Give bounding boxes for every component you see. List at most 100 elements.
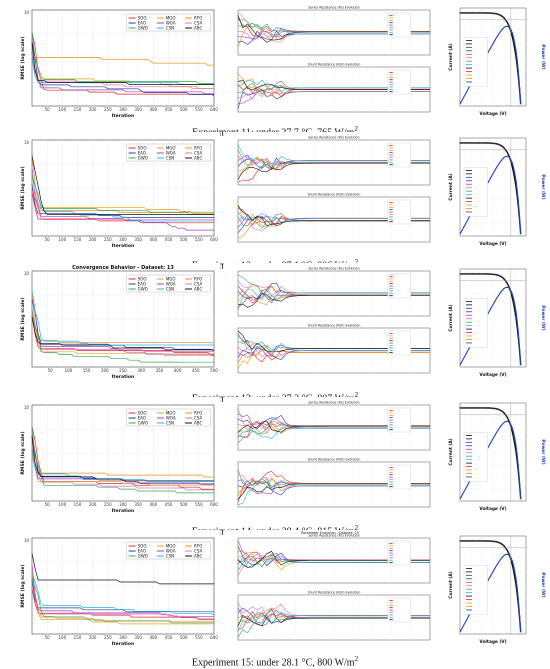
iv-marker bbox=[507, 285, 510, 288]
parameter-panel: Series Resistance (Rs) Evolution Shunt Re… bbox=[224, 263, 436, 381]
iv-marker bbox=[473, 141, 476, 144]
conv-line-rfo bbox=[31, 571, 214, 622]
iv-xlabel: Voltage (V) bbox=[479, 372, 506, 378]
conv-line-csn bbox=[31, 571, 215, 616]
conv-ytick: 10 bbox=[24, 405, 30, 410]
conv-line-csn bbox=[31, 289, 214, 346]
iv-marker bbox=[512, 435, 515, 438]
conv-xtick: 100 bbox=[59, 237, 67, 242]
conv-xlabel: Iteration bbox=[112, 508, 135, 514]
param-legend bbox=[387, 540, 411, 566]
conv-line-abc bbox=[31, 436, 214, 482]
iv-marker bbox=[480, 539, 483, 542]
conv-line-woa bbox=[31, 167, 214, 231]
conv-xtick: 350 bbox=[134, 635, 142, 640]
conv-xtick: 600 bbox=[210, 502, 218, 507]
iv-marker bbox=[461, 406, 464, 409]
iv-marker bbox=[478, 539, 481, 542]
iv-marker bbox=[483, 539, 486, 542]
iv-y2label: Power (W) bbox=[540, 439, 546, 464]
conv-xtick: 200 bbox=[89, 237, 97, 242]
parameter-panel: Series Resistance (Rs) Evolution Shunt Re… bbox=[224, 132, 436, 250]
param-title: Series Resistance (Rs) Evolution bbox=[308, 401, 359, 405]
iv-marker bbox=[488, 141, 491, 145]
conv-xlabel: Iteration bbox=[112, 374, 135, 380]
conv-line-gwo bbox=[31, 31, 214, 84]
iv-marker bbox=[471, 406, 474, 409]
conv-xtick: 50 bbox=[45, 107, 51, 112]
conv-xtick: 100 bbox=[59, 502, 67, 507]
caption-text: Experiment 15: under 28.1 °C, 800 W/m bbox=[191, 657, 355, 669]
iv-marker bbox=[471, 11, 474, 14]
conv-xtick: 250 bbox=[104, 107, 112, 112]
param-legend bbox=[387, 69, 411, 95]
conv-xtick: 600 bbox=[210, 107, 218, 112]
iv-marker bbox=[512, 170, 515, 173]
iv-legend bbox=[463, 298, 488, 348]
iv-marker bbox=[488, 272, 491, 276]
iv-marker bbox=[461, 11, 464, 14]
conv-xtick: 50 bbox=[45, 635, 51, 640]
conv-line-csa bbox=[31, 312, 214, 352]
legend-label: CSA bbox=[194, 416, 202, 421]
iv-marker bbox=[490, 12, 493, 15]
param-legend bbox=[387, 330, 411, 356]
conv-ytick: 10 bbox=[24, 140, 30, 145]
conv-xlabel: Iteration bbox=[112, 113, 135, 119]
legend-label: RFO bbox=[194, 16, 202, 21]
param-legend bbox=[387, 12, 411, 38]
conv-line-rfo bbox=[31, 315, 214, 343]
conv-xtick: 350 bbox=[134, 107, 142, 112]
param-title: Shunt Resistance (Rsh) Evolution bbox=[308, 193, 361, 197]
conv-line-csn bbox=[31, 174, 214, 222]
legend-label: SOO bbox=[138, 277, 147, 282]
iv-legend bbox=[463, 167, 488, 217]
legend-label: WOA bbox=[166, 549, 176, 554]
conv-line-woa bbox=[31, 53, 214, 95]
iv-marker bbox=[478, 141, 481, 144]
conv-xtick: 150 bbox=[74, 107, 82, 112]
conv-xtick: 50 bbox=[45, 502, 51, 507]
iv-curve bbox=[460, 407, 522, 500]
conv-ylabel: RMSE (log scale) bbox=[20, 431, 26, 474]
conv-xtick: 200 bbox=[101, 368, 109, 373]
iv-marker bbox=[463, 272, 466, 275]
iv-marker bbox=[507, 154, 510, 157]
iv-marker bbox=[517, 469, 520, 473]
legend-label: GWO bbox=[138, 287, 148, 292]
conv-ylabel: RMSE (log scale) bbox=[20, 166, 26, 209]
iv-marker bbox=[461, 272, 464, 275]
iv-marker bbox=[507, 552, 510, 555]
iv-marker bbox=[468, 11, 471, 14]
conv-ylabel: RMSE (log scale) bbox=[20, 297, 26, 340]
legend-label: WOA bbox=[166, 282, 176, 287]
iv-marker bbox=[517, 335, 520, 339]
conv-xtick: 100 bbox=[59, 635, 67, 640]
conv-xlabel: Iteration bbox=[112, 641, 135, 647]
conv-line-woa bbox=[31, 447, 214, 486]
iv-marker bbox=[461, 141, 464, 144]
conv-line-gwo bbox=[31, 577, 214, 624]
iv-marker bbox=[480, 141, 483, 144]
iv-marker bbox=[497, 143, 500, 146]
iv-marker bbox=[492, 407, 496, 410]
conv-xtick: 300 bbox=[119, 107, 127, 112]
iv-marker bbox=[495, 142, 498, 145]
iv-marker bbox=[471, 539, 474, 542]
conv-xtick: 150 bbox=[74, 237, 82, 242]
iv-marker bbox=[466, 406, 469, 409]
legend-label: MGO bbox=[166, 146, 176, 151]
convergence-panel: RMSE (log scale) 10 50 100 150 200 250 300 350 40… bbox=[2, 397, 220, 515]
iv-marker bbox=[512, 568, 515, 571]
conv-xtick: 450 bbox=[165, 502, 173, 507]
convergence-panel: RMSE (log scale) 10 50 100 150 200 250 300 350 40… bbox=[2, 530, 220, 648]
conv-xtick: 550 bbox=[195, 502, 203, 507]
iv-marker bbox=[485, 141, 488, 145]
param-legend bbox=[387, 464, 411, 490]
iv-marker bbox=[485, 406, 488, 410]
iv-curve bbox=[460, 142, 522, 235]
conv-line-woa bbox=[31, 298, 215, 357]
conv-line-csa bbox=[31, 51, 214, 90]
conv-xtick: 150 bbox=[74, 635, 82, 640]
conv-line-abc bbox=[31, 42, 214, 85]
